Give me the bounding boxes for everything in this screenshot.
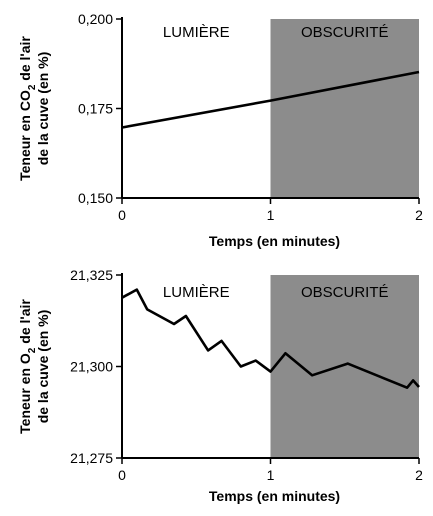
chart-2-region-label-2: OBSCURITÉ [301,284,389,301]
chart-2-y-axis-title-suffix: de l'air [17,299,33,348]
chart-1-y-axis-title-line-1: Teneur en CO2 de l'air [17,36,38,181]
chart-1-y-tick-label-1: 0,150 [78,190,113,206]
chart-1-region-2 [270,19,419,198]
chart-2-region-label-1: LUMIÈRE [163,284,230,301]
chart-2: LUMIÈRE OBSCURITÉ 21,275 21,300 21,325 0 1 2 Tem… [17,267,423,504]
chart-1-y-tick-label-2: 0,175 [78,101,113,117]
chart-1-y-axis-title-suffix: de l'air [17,36,33,85]
chart-1-y-axis-title-line-2: de la cuve (en %) [35,52,51,166]
chart-2-x-tick-label-1: 0 [118,467,126,483]
chart-2-x-tick-label-2: 1 [267,467,275,483]
chart-2-y-tick-label-2: 21,300 [70,359,113,375]
chart-2-series-line-1 [121,288,420,390]
chart-1-region-label-1: LUMIÈRE [163,24,230,41]
chart-1-region-label-2: OBSCURITÉ [301,24,389,41]
chart-2-y-axis-title: Teneur en O2 de l'air de la cuve (en %) [17,299,51,434]
chart-2-y-tick-label-3: 21,325 [70,267,113,283]
chart-2-region-2 [270,275,419,458]
chart-1-y-axis-title-prefix: Teneur en CO [17,90,33,181]
chart-2-x-axis-title: Temps (en minutes) [209,488,340,504]
chart-2-y-axis-title-line-1: Teneur en O2 de l'air [17,299,38,434]
chart-2-x-tick-label-3: 2 [415,467,423,483]
chart-1-series-line-1 [121,70,420,129]
chart-1-x-tick-label-3: 2 [415,207,423,223]
chart-2-y-axis-title-line-2: de la cuve (en %) [35,310,51,424]
chart-1-y-tick-label-3: 0,200 [78,11,113,27]
chart-1: LUMIÈRE OBSCURITÉ 0,150 0,175 0,200 0 1 2 Temps … [17,11,423,249]
chart-1-x-axis-title: Temps (en minutes) [209,233,340,249]
chart-1-y-axis-title: Teneur en CO2 de l'air de la cuve (en %) [17,36,51,181]
chart-1-x-tick-label-2: 1 [267,207,275,223]
chart-2-y-axis-title-prefix: Teneur en O [17,353,33,434]
chart-2-y-axis-title-subscript: 2 [27,347,38,353]
chart-2-y-tick-label-1: 21,275 [70,450,113,466]
chart-1-x-tick-label-1: 0 [118,207,126,223]
chart-1-y-axis-title-subscript: 2 [27,84,38,90]
